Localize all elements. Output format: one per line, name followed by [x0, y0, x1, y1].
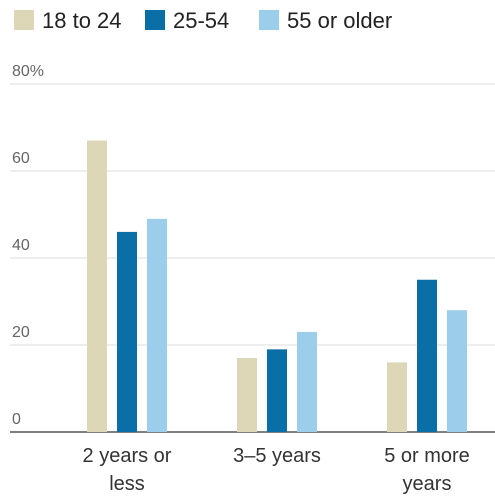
y-tick-label: 80%	[12, 63, 44, 80]
bar	[87, 140, 107, 433]
bar	[417, 279, 437, 432]
x-tick-label: 3–5 years	[233, 445, 321, 467]
bars	[87, 140, 467, 433]
bar	[267, 349, 287, 432]
bar	[117, 231, 137, 432]
bar	[147, 218, 167, 432]
x-tick-label: years	[403, 473, 452, 495]
bar	[447, 310, 467, 432]
y-tick-label: 0	[12, 411, 21, 428]
y-tick-label: 20	[12, 324, 30, 341]
bar	[237, 358, 257, 432]
x-tick-label: less	[109, 473, 145, 495]
bar	[387, 362, 407, 432]
legend-item: 25-54	[145, 8, 229, 33]
legend-item: 55 or older	[259, 8, 392, 33]
legend-label: 55 or older	[287, 8, 392, 33]
legend: 18 to 24 25-54 55 or older	[14, 8, 392, 33]
bar	[297, 331, 317, 432]
legend-label: 25-54	[173, 8, 229, 33]
y-tick-label: 40	[12, 237, 30, 254]
legend-item: 18 to 24	[14, 8, 122, 33]
legend-swatch	[14, 10, 34, 30]
legend-swatch	[259, 10, 279, 30]
gridlines: 0 20 40 60 80%	[10, 63, 495, 433]
y-tick-label: 60	[12, 150, 30, 167]
x-tick-label: 2 years or	[83, 445, 172, 467]
legend-label: 18 to 24	[42, 8, 122, 33]
category-labels: 2 years or less 3–5 years 5 or more years	[83, 445, 470, 495]
x-tick-label: 5 or more	[384, 445, 470, 467]
legend-swatch	[145, 10, 165, 30]
